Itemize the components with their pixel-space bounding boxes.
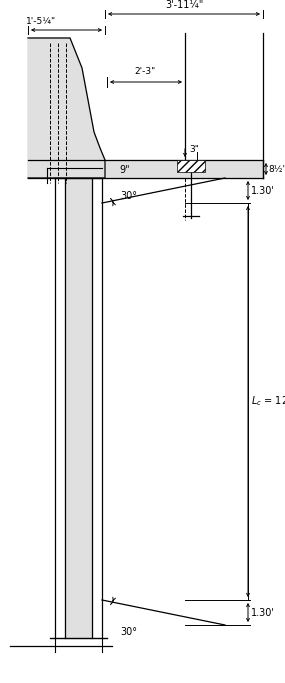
Bar <box>177 160 205 172</box>
Text: 1.30': 1.30' <box>251 607 275 617</box>
Text: 1.30': 1.30' <box>251 186 275 195</box>
Text: 8½": 8½" <box>268 165 285 173</box>
Polygon shape <box>28 38 105 178</box>
Text: 3": 3" <box>189 145 199 154</box>
Text: 3'-11¼": 3'-11¼" <box>165 0 203 10</box>
Text: 30°: 30° <box>120 627 137 637</box>
Text: 30°: 30° <box>120 191 137 201</box>
Text: 1'-5¼": 1'-5¼" <box>26 17 56 26</box>
Text: $L_c$ = 12.84': $L_c$ = 12.84' <box>251 395 285 408</box>
Polygon shape <box>28 160 263 178</box>
Text: 2'-3": 2'-3" <box>134 67 156 76</box>
Polygon shape <box>65 178 92 638</box>
Text: 9": 9" <box>120 165 130 175</box>
